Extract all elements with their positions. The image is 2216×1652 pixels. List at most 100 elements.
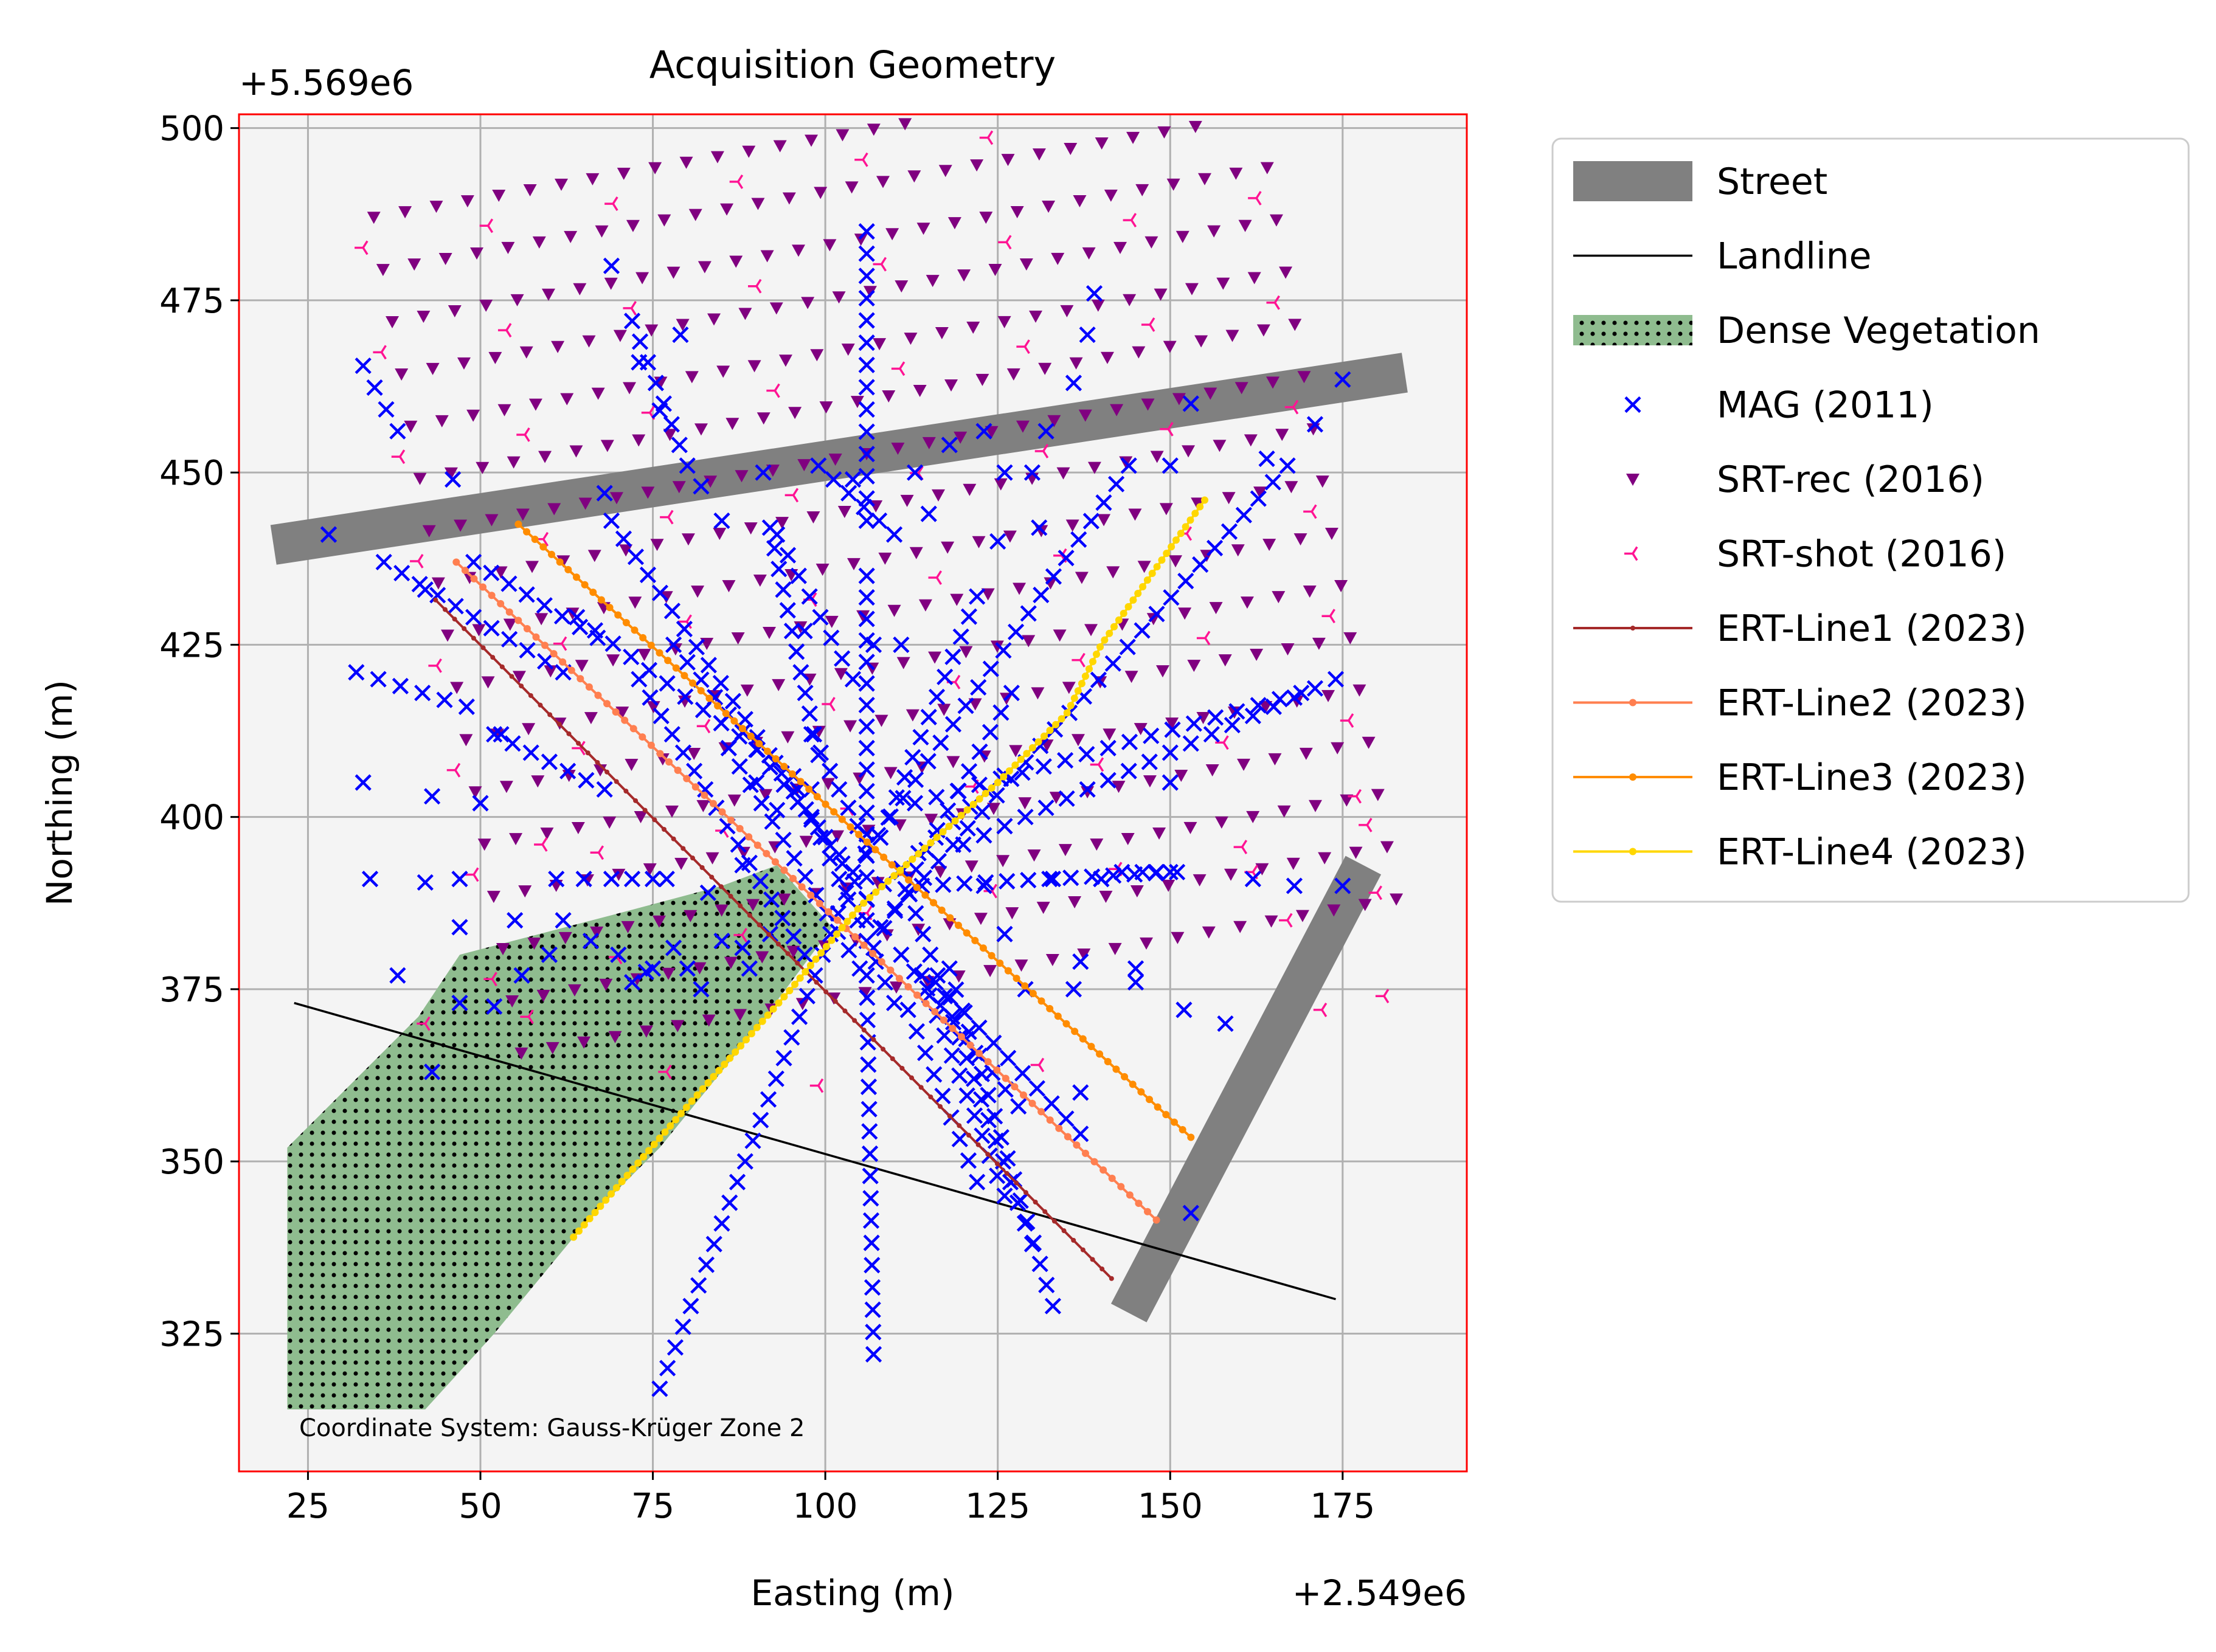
- srt-rec-marker: [628, 596, 642, 609]
- mag-marker: [834, 650, 851, 667]
- srt-rec-marker: [1191, 497, 1205, 510]
- x-tick-label: 100: [793, 1487, 858, 1526]
- srt-rec-marker: [1171, 931, 1185, 944]
- ert-electrode-marker: [680, 672, 688, 680]
- srt-shot-marker: [1030, 1057, 1045, 1073]
- srt-rec-marker: [863, 286, 877, 299]
- legend-label: Landline: [1717, 235, 1872, 278]
- srt-rec-marker: [1082, 247, 1096, 260]
- srt-rec-marker: [527, 937, 541, 950]
- srt-rec-marker: [760, 250, 774, 263]
- ert-electrode-marker: [931, 1008, 939, 1016]
- ert-electrode-marker: [722, 710, 730, 717]
- srt-rec-marker: [821, 778, 835, 790]
- legend-ert-marker: [1629, 773, 1636, 781]
- srt-rec-marker: [850, 396, 864, 409]
- ert-electrode-marker: [461, 567, 469, 575]
- mag-marker: [797, 685, 814, 702]
- mag-points: [320, 223, 1351, 1397]
- mag-marker: [741, 960, 758, 977]
- srt-shot-marker: [483, 972, 497, 987]
- mag-marker: [912, 728, 929, 746]
- mag-marker: [770, 561, 788, 578]
- ert-electrode-marker: [704, 1079, 712, 1087]
- mag-marker: [493, 726, 510, 743]
- ert-electrode-marker: [842, 1008, 848, 1014]
- mag-marker: [971, 776, 988, 793]
- ert-electrode-marker: [933, 834, 941, 842]
- srt-rec-marker: [1036, 902, 1050, 914]
- srt-rec-marker: [724, 956, 738, 969]
- mag-marker: [929, 967, 946, 984]
- srt-rec-marker: [490, 728, 504, 741]
- mag-marker: [982, 724, 999, 741]
- ert-electrode-marker: [1120, 609, 1127, 617]
- axis-ticks: 25 50 75 100 125 150 175 325 350 375 400 425 450 475 5…: [159, 109, 1375, 1526]
- mag-marker: [1119, 638, 1136, 655]
- srt-rec-marker: [1100, 351, 1114, 364]
- ert-electrode-marker: [1109, 1276, 1114, 1281]
- ert-electrode-marker: [488, 592, 496, 600]
- ert-electrode-marker: [580, 1221, 588, 1229]
- srt-rec-marker: [1266, 376, 1280, 389]
- ert-electrode-marker: [1000, 773, 1008, 781]
- srt-rec-marker: [975, 373, 989, 386]
- srt-rec-marker: [1169, 555, 1183, 568]
- mag-marker: [837, 884, 854, 901]
- mag-marker: [541, 753, 558, 770]
- mag-marker: [997, 1081, 1014, 1098]
- mag-marker: [451, 994, 468, 1012]
- ert-electrode-marker: [519, 683, 524, 689]
- srt-rec-marker: [492, 190, 506, 202]
- srt-rec-marker: [367, 212, 381, 224]
- srt-shot-marker: [623, 300, 637, 316]
- mag-marker: [642, 689, 659, 706]
- mag-marker: [941, 437, 958, 454]
- mag-marker: [862, 1167, 879, 1184]
- srt-rec-marker: [1324, 528, 1338, 541]
- srt-rec-marker: [916, 223, 930, 235]
- mag-marker: [919, 753, 937, 770]
- ert-electrode-marker: [721, 1060, 729, 1068]
- ert-electrode-marker: [902, 861, 910, 869]
- srt-rec-marker: [621, 921, 635, 933]
- ert-electrode-marker: [957, 812, 965, 820]
- mag-marker: [501, 631, 518, 648]
- srt-rec-marker: [438, 253, 452, 266]
- legend-label: ERT-Line3 (2023): [1717, 756, 2027, 799]
- ert-electrode-marker: [672, 664, 680, 672]
- srt-rec-marker: [986, 803, 1000, 815]
- mag-marker: [667, 1339, 684, 1356]
- srt-rec-marker: [671, 1020, 685, 1032]
- legend-label: Street: [1717, 161, 1827, 203]
- ert-electrode-marker: [815, 899, 823, 907]
- srt-rec-marker: [740, 684, 754, 697]
- mag-marker: [864, 1257, 881, 1274]
- ert-electrode-marker: [564, 565, 572, 573]
- srt-shot-marker: [979, 130, 994, 145]
- srt-rec-marker: [626, 219, 640, 232]
- mag-marker: [908, 1023, 926, 1040]
- srt-rec-marker: [1312, 637, 1326, 650]
- ert-electrode-marker: [664, 657, 672, 665]
- ert-electrode-marker: [497, 600, 505, 607]
- mag-marker: [458, 698, 475, 715]
- ert-electrode-marker: [539, 543, 547, 551]
- mag-marker: [623, 973, 641, 991]
- mag-marker: [1017, 809, 1034, 826]
- mag-marker: [553, 607, 571, 625]
- mag-marker: [724, 693, 741, 710]
- srt-rec-marker: [1099, 890, 1113, 903]
- x-tick-label: 150: [1138, 1487, 1203, 1526]
- srt-rec-marker: [847, 558, 861, 570]
- mag-marker: [992, 704, 1009, 721]
- ert-electrode-marker: [1143, 576, 1151, 584]
- srt-rec-marker: [635, 272, 649, 285]
- mag-marker: [844, 671, 862, 688]
- ert-electrode-marker: [639, 733, 646, 741]
- legend-symbol: [1626, 474, 1639, 486]
- mag-marker: [1306, 680, 1324, 697]
- y-tick-label: 425: [159, 626, 224, 665]
- srt-rec-marker: [463, 572, 477, 584]
- srt-rec-marker: [417, 311, 431, 323]
